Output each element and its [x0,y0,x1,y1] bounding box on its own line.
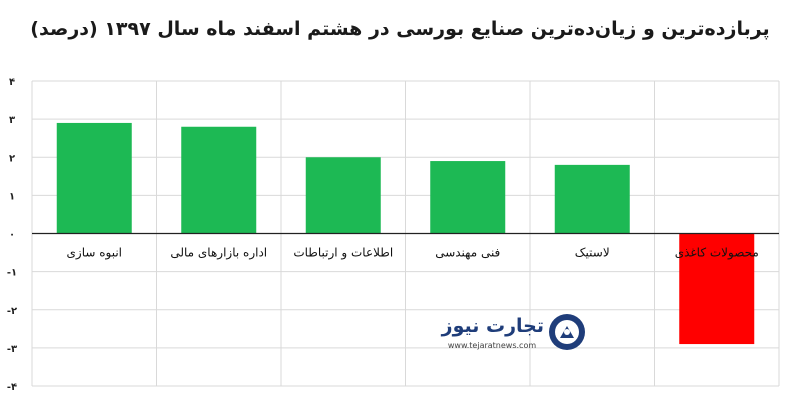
y-tick-label: ۳ [9,115,15,126]
bar [56,122,132,234]
y-tick-label: ۴ [9,77,15,88]
y-tick-label: -۱ [7,268,17,279]
category-label: فنی مهندسی [435,246,500,260]
watermark-url: www.tejaratnews.com [447,341,537,350]
bar [679,233,755,345]
category-label: محصولات کاغذی [675,246,759,261]
brand-logo-icon [549,314,585,350]
category-label: لاستیک [575,246,610,260]
category-label: اداره بازارهای مالی [170,246,267,261]
y-tick-label: -۴ [7,382,17,393]
watermark-name: تجارت نیوز [441,315,544,337]
bar [181,126,257,234]
y-tick-label: ۱ [9,191,15,202]
y-tick-label: ۲ [9,153,15,164]
bar [430,161,506,234]
bar [305,157,381,234]
y-tick-label: ۰ [9,230,15,241]
chart-title: پربازده‌ترین و زیان‌ده‌ترین صنایع بورسی … [30,18,770,40]
watermark-logo: تجارت نیوز www.tejaratnews.com [440,313,588,355]
category-label: انبوه سازی [67,246,123,261]
category-label: اطلاعات و ارتباطات [293,246,393,261]
y-tick-label: -۲ [7,306,17,317]
bar [554,164,630,234]
y-tick-label: -۳ [7,344,17,355]
